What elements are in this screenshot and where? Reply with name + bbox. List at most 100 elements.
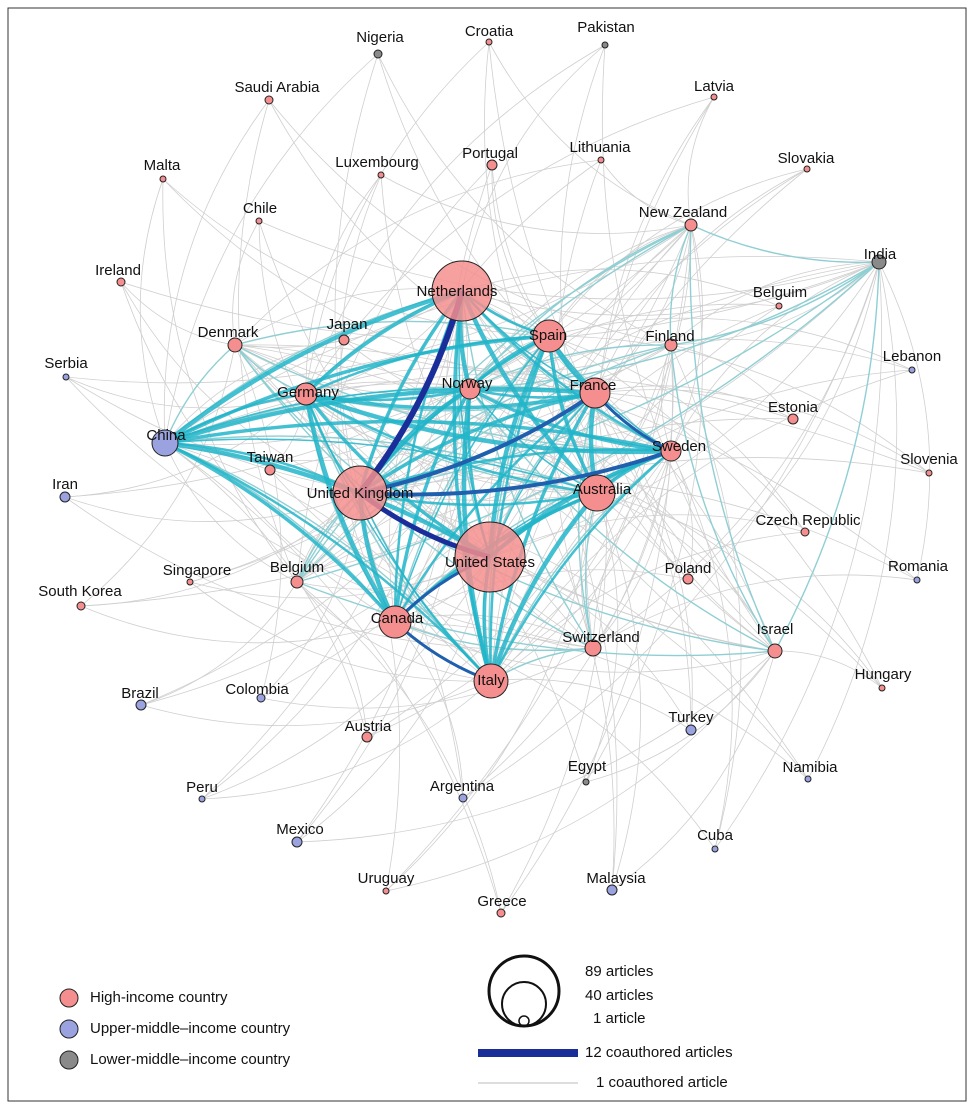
- node-label: Lithuania: [570, 139, 632, 156]
- edge: [359, 491, 598, 507]
- edge: [459, 290, 599, 495]
- edge: [490, 678, 692, 731]
- edge: [548, 224, 692, 337]
- legend-swatch: [59, 1019, 79, 1039]
- node-label: Serbia: [44, 355, 88, 372]
- node-label: Italy: [477, 672, 505, 689]
- edge: [296, 290, 463, 583]
- edge: [65, 376, 598, 501]
- edge: [484, 41, 598, 494]
- edge: [461, 290, 618, 891]
- edge: [461, 261, 880, 316]
- node-label: Nigeria: [356, 29, 404, 46]
- node-label: Brazil: [121, 685, 159, 702]
- edge: [162, 178, 550, 337]
- edge: [296, 581, 776, 657]
- size-legend-label: 40 articles: [585, 987, 653, 1004]
- node-label: Slovakia: [778, 150, 835, 167]
- edge: [461, 290, 594, 649]
- node: [684, 218, 698, 232]
- edge: [462, 261, 880, 799]
- edge: [232, 220, 260, 346]
- nodes: Croatia Saudi Arabia Latvia Malta Luxembourg…: [38, 19, 958, 918]
- node: [473, 663, 509, 699]
- edges: [64, 41, 931, 914]
- edge: [164, 344, 236, 444]
- node: [496, 908, 506, 918]
- node: [767, 643, 783, 659]
- edge: [469, 388, 598, 494]
- edge: [343, 339, 672, 373]
- node-label: Hungary: [855, 666, 912, 683]
- node-label: Taiwan: [247, 449, 294, 466]
- legend-label: High-income country: [90, 989, 228, 1006]
- edge: [164, 442, 298, 583]
- edge: [461, 269, 780, 307]
- node-label: Egypt: [568, 758, 607, 775]
- node: [76, 601, 86, 611]
- node: [378, 605, 412, 639]
- edge: [594, 385, 794, 420]
- node-label: New Zealand: [639, 204, 727, 221]
- edge: [490, 531, 806, 682]
- node-label: Germany: [277, 384, 339, 401]
- edge: [469, 388, 776, 652]
- node-label: India: [864, 246, 897, 263]
- edge: [394, 614, 594, 649]
- node-label: Croatia: [465, 23, 514, 40]
- node: [664, 338, 678, 352]
- node-label: Austria: [345, 718, 392, 735]
- edge: [687, 96, 715, 226]
- node-label: Ireland: [95, 262, 141, 279]
- edge: [164, 387, 596, 446]
- edge: [296, 418, 794, 583]
- edge: [585, 224, 703, 783]
- node-label: Canada: [371, 610, 424, 627]
- node-label: Netherlands: [417, 283, 498, 300]
- edge: [80, 492, 361, 607]
- node-label: France: [570, 377, 617, 394]
- legend-swatch: [59, 988, 79, 1008]
- node-label: Turkey: [668, 709, 714, 726]
- node: [584, 639, 602, 657]
- edge: [394, 335, 550, 623]
- node-label: Czech Republic: [755, 512, 861, 529]
- edge: [359, 391, 597, 495]
- edge-legend-label: 12 coauthored articles: [585, 1044, 733, 1061]
- node-label: Spain: [529, 327, 567, 344]
- edge: [359, 448, 672, 495]
- edge: [164, 440, 492, 559]
- edge: [305, 41, 490, 395]
- node: [606, 884, 618, 896]
- node: [135, 699, 147, 711]
- edge: [359, 492, 809, 780]
- edge: [490, 369, 913, 682]
- edge: [164, 435, 598, 494]
- edge: [500, 344, 673, 914]
- edge: [393, 392, 596, 623]
- edge: [807, 261, 898, 780]
- node: [803, 165, 811, 173]
- edge: [394, 621, 594, 652]
- node: [255, 217, 263, 225]
- node: [459, 378, 481, 400]
- edge: [469, 388, 615, 891]
- node: [601, 41, 609, 49]
- edge: [140, 581, 298, 706]
- edge: [548, 168, 808, 337]
- node: [913, 576, 921, 584]
- node-label: South Korea: [38, 583, 122, 600]
- node-label: Uruguay: [358, 870, 415, 887]
- edge: [670, 344, 742, 850]
- size-legend-circle: [518, 1015, 530, 1027]
- node-label: Switzerland: [562, 629, 640, 646]
- edge: [64, 492, 361, 522]
- node-label: Estonia: [768, 399, 819, 416]
- edge: [359, 261, 880, 494]
- edge: [162, 178, 298, 583]
- node-label: Malta: [144, 157, 181, 174]
- edge: [164, 392, 307, 445]
- edge: [592, 574, 918, 649]
- edge: [366, 344, 672, 738]
- node-label: Lebanon: [883, 348, 941, 365]
